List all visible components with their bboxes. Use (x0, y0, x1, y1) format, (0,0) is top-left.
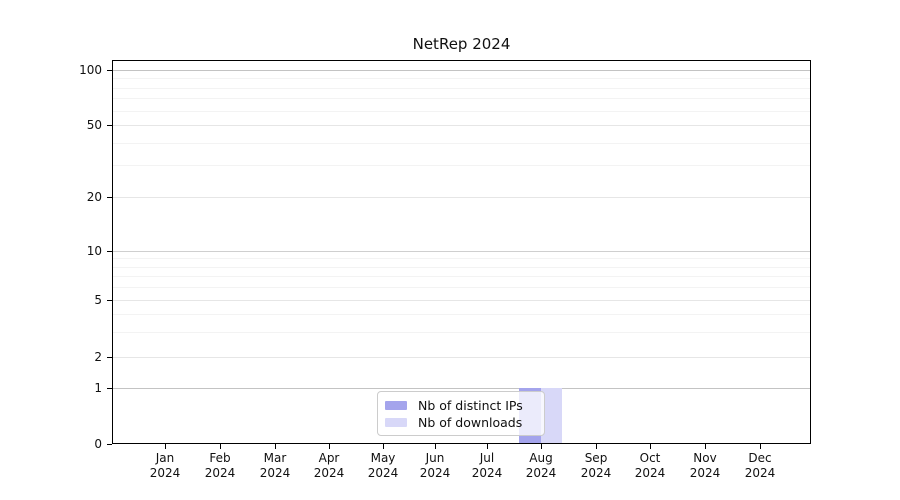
x-tick-label: Mar 2024 (243, 451, 307, 481)
gridline (113, 143, 810, 144)
x-tick-line: Apr (318, 451, 340, 465)
x-tick-line: May (370, 451, 396, 465)
x-tick-label: Nov 2024 (673, 451, 737, 481)
x-tick-label: Dec 2024 (728, 451, 792, 481)
x-tick-label: Aug 2024 (509, 451, 573, 481)
x-tick-mark (704, 444, 706, 449)
y-tick-label: 100 (79, 63, 102, 77)
gridline (113, 197, 810, 198)
gridline (113, 258, 810, 259)
gridline (113, 267, 810, 268)
x-tick-mark (540, 444, 542, 449)
bar-downloads (541, 388, 562, 444)
x-tick-mark (759, 444, 761, 449)
legend-label: Nb of downloads (418, 415, 523, 430)
x-tick-label: May 2024 (351, 451, 415, 481)
x-tick-line: Mar (263, 451, 287, 465)
x-tick-line: 2024 (367, 466, 399, 480)
x-tick-line: 2024 (744, 466, 776, 480)
x-tick-label: Sep 2024 (564, 451, 628, 481)
x-tick-mark (434, 444, 436, 449)
gridline (113, 111, 810, 112)
y-tick-label: 0 (94, 437, 102, 451)
y-tick-mark (107, 124, 112, 126)
x-tick-label: Jan 2024 (133, 451, 197, 481)
y-tick-mark (107, 250, 112, 252)
y-tick-label: 10 (86, 244, 102, 258)
x-tick-mark (595, 444, 597, 449)
y-tick-label: 1 (94, 381, 102, 395)
gridline (113, 165, 810, 166)
legend-swatch-distinct-ips (385, 401, 407, 410)
x-tick-line: Feb (209, 451, 231, 465)
gridline (113, 357, 810, 358)
gridline (113, 300, 810, 301)
x-tick-mark (164, 444, 166, 449)
x-tick-line: 2024 (313, 466, 345, 480)
legend: Nb of distinct IPs Nb of downloads (377, 391, 545, 436)
gridline (113, 287, 810, 288)
gridline (113, 388, 810, 389)
gridline (113, 314, 810, 315)
gridline (113, 332, 810, 333)
x-tick-label: Jun 2024 (403, 451, 467, 481)
x-tick-mark (219, 444, 221, 449)
x-tick-line: Jan (155, 451, 175, 465)
x-tick-line: 2024 (259, 466, 291, 480)
x-tick-label: Jul 2024 (455, 451, 519, 481)
gridline (113, 98, 810, 99)
x-tick-line: 2024 (204, 466, 236, 480)
x-tick-line: Oct (639, 451, 661, 465)
gridline (113, 70, 810, 71)
x-tick-line: Nov (693, 451, 717, 465)
x-tick-line: 2024 (689, 466, 721, 480)
x-tick-line: Aug (529, 451, 553, 465)
y-tick-mark (107, 299, 112, 301)
x-tick-mark (649, 444, 651, 449)
plot-area (112, 60, 811, 444)
gridline (113, 78, 810, 79)
x-tick-line: Jun (425, 451, 445, 465)
gridline (113, 88, 810, 89)
legend-label: Nb of distinct IPs (418, 398, 523, 413)
y-tick-label: 5 (94, 293, 102, 307)
y-tick-label: 50 (86, 118, 102, 132)
x-tick-line: 2024 (149, 466, 181, 480)
x-tick-mark (382, 444, 384, 449)
y-tick-mark (107, 196, 112, 198)
legend-item: Nb of distinct IPs (385, 397, 536, 414)
x-tick-line: 2024 (419, 466, 451, 480)
y-tick-mark (107, 443, 112, 445)
x-tick-line: Jul (479, 451, 495, 465)
gridline (113, 125, 810, 126)
x-tick-mark (274, 444, 276, 449)
y-tick-mark (107, 69, 112, 71)
gridline (113, 251, 810, 252)
x-tick-line: Sep (584, 451, 608, 465)
x-tick-line: 2024 (634, 466, 666, 480)
legend-swatch-downloads (385, 418, 407, 427)
legend-item: Nb of downloads (385, 414, 536, 431)
x-tick-label: Oct 2024 (618, 451, 682, 481)
x-tick-mark (328, 444, 330, 449)
x-tick-mark (486, 444, 488, 449)
x-tick-line: Dec (748, 451, 772, 465)
y-tick-label: 2 (94, 350, 102, 364)
x-tick-line: 2024 (580, 466, 612, 480)
x-tick-label: Feb 2024 (188, 451, 252, 481)
x-tick-label: Apr 2024 (297, 451, 361, 481)
x-tick-line: 2024 (525, 466, 557, 480)
x-tick-line: 2024 (471, 466, 503, 480)
y-tick-mark (107, 387, 112, 389)
gridline (113, 276, 810, 277)
chart-title: NetRep 2024 (412, 35, 511, 53)
y-tick-label: 20 (86, 190, 102, 204)
y-tick-mark (107, 356, 112, 358)
